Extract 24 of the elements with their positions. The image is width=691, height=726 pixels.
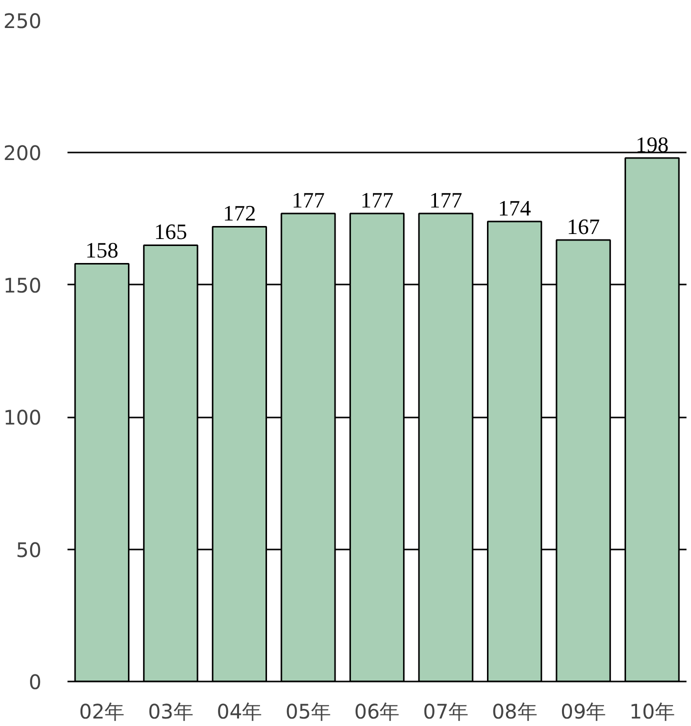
data-label: 198 [636, 132, 669, 157]
data-label: 165 [154, 219, 188, 244]
x-tick-label: 08年 [492, 700, 538, 724]
x-tick-label: 10年 [629, 700, 675, 724]
y-tick-label: 200 [3, 141, 42, 166]
data-label: 167 [566, 214, 600, 239]
y-tick-label: 150 [3, 273, 42, 298]
y-tick-label: 100 [3, 406, 42, 430]
data-label: 177 [360, 188, 394, 213]
y-tick-label: 50 [16, 538, 42, 562]
data-label: 177 [429, 188, 462, 213]
data-label: 158 [85, 238, 118, 263]
x-tick-label: 03年 [148, 700, 194, 724]
data-label: 172 [222, 200, 256, 226]
y-tick-label: 0 [28, 670, 42, 694]
x-tick-label: 02年 [79, 700, 125, 724]
data-label: 174 [498, 195, 532, 220]
y-tick-label: 250 [3, 9, 42, 33]
x-tick-label: 06年 [354, 700, 400, 724]
x-tick-label: 07年 [423, 700, 469, 724]
data-label: 177 [292, 188, 325, 213]
x-tick-label: 09年 [560, 700, 606, 724]
x-tick-label: 05年 [286, 700, 331, 724]
x-tick-label: 04年 [216, 700, 262, 724]
